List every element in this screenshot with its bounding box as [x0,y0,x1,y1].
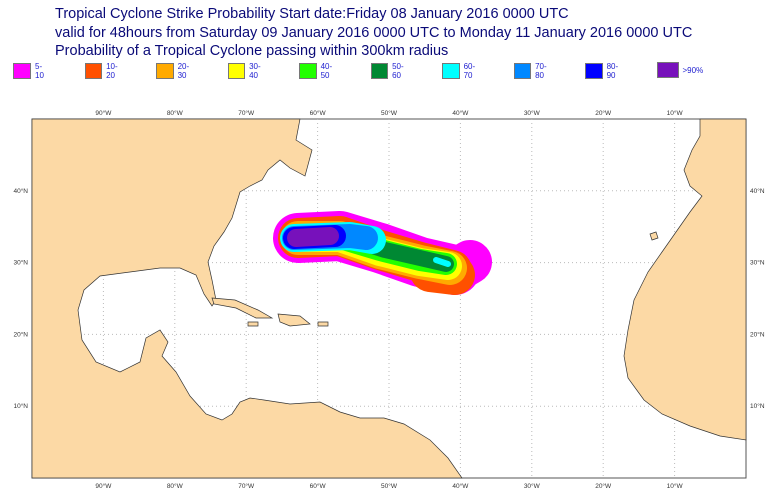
lat-label: 40°N [750,187,765,195]
legend-item: 60-70 [442,62,480,80]
lon-label: 50°W [381,109,398,117]
lat-label: 20°N [750,330,765,338]
lat-label: 30°N [750,259,765,267]
land [31,118,747,479]
legend-label: 20-30 [177,62,190,80]
lon-label: 60°W [310,109,327,117]
probability-contours [273,211,492,295]
lon-label: 10°W [667,482,684,490]
legend-label: 40-50 [320,62,333,80]
lat-label: 30°N [13,259,28,267]
lon-label: 20°W [595,482,612,490]
title-line-2: valid for 48hours from Saturday 09 Janua… [55,25,693,41]
legend-label: 60-70 [463,62,476,80]
legend-item: 70-80 [513,62,552,80]
legend-swatch [585,63,603,79]
puerto-rico [317,321,329,327]
lon-label: 80°W [167,109,184,117]
legend-item: 40-50 [299,62,337,80]
legend-swatch [227,63,246,79]
legend-swatch [156,63,174,79]
legend-label: >90% [682,65,704,75]
legend-swatch [13,63,32,79]
legend-swatch [84,63,103,79]
legend-label: 5-10 [35,62,44,80]
legend-swatch [299,63,317,79]
legend-item: 5-10 [13,62,48,80]
lat-label: 10°N [13,402,28,410]
hispaniola [277,313,311,327]
legend-item: >90% [656,62,704,78]
lon-label: 20°W [595,109,612,117]
title-line-3: Probability of a Tropical Cyclone passin… [55,43,449,59]
cuba [211,297,274,319]
title-line-1: Tropical Cyclone Strike Probability Star… [55,6,569,22]
north-america [31,118,463,479]
legend-item: 10-20 [84,62,123,80]
lon-label: 10°W [667,109,684,117]
africa-iberia [623,118,747,441]
lon-label: 30°W [524,109,541,117]
legend-item: 80-90 [585,62,623,80]
lon-label: 40°W [452,109,469,117]
legend-item: 30-40 [227,62,266,80]
legend-item: 50-60 [370,62,409,80]
lon-label: 80°W [167,482,184,490]
legend-label: 30-40 [249,62,261,80]
lon-label: 60°W [310,482,327,490]
lon-label: 40°W [452,482,469,490]
lon-label: 90°W [95,482,112,490]
lon-label: 70°W [238,482,255,490]
legend-label: 10-20 [106,62,118,80]
lon-label: 70°W [238,109,255,117]
legend-swatch [442,63,460,79]
lon-label: 30°W [524,482,541,490]
canary-islands [649,231,659,241]
contour->90% [287,227,339,247]
legend-item: 20-30 [156,62,194,80]
legend-label: 80-90 [606,62,619,80]
lat-label: 20°N [13,330,28,338]
lat-label: 40°N [13,187,28,195]
legend-label: 50-60 [392,62,404,80]
lon-label: 50°W [381,482,398,490]
contour-60-70 [433,257,451,267]
legend-swatch [513,63,532,79]
jamaica [247,321,259,327]
legend-swatch [370,63,389,79]
legend-label: 70-80 [535,62,547,80]
lat-label: 10°N [750,402,765,410]
legend-swatch [656,62,679,78]
lon-label: 90°W [95,109,112,117]
